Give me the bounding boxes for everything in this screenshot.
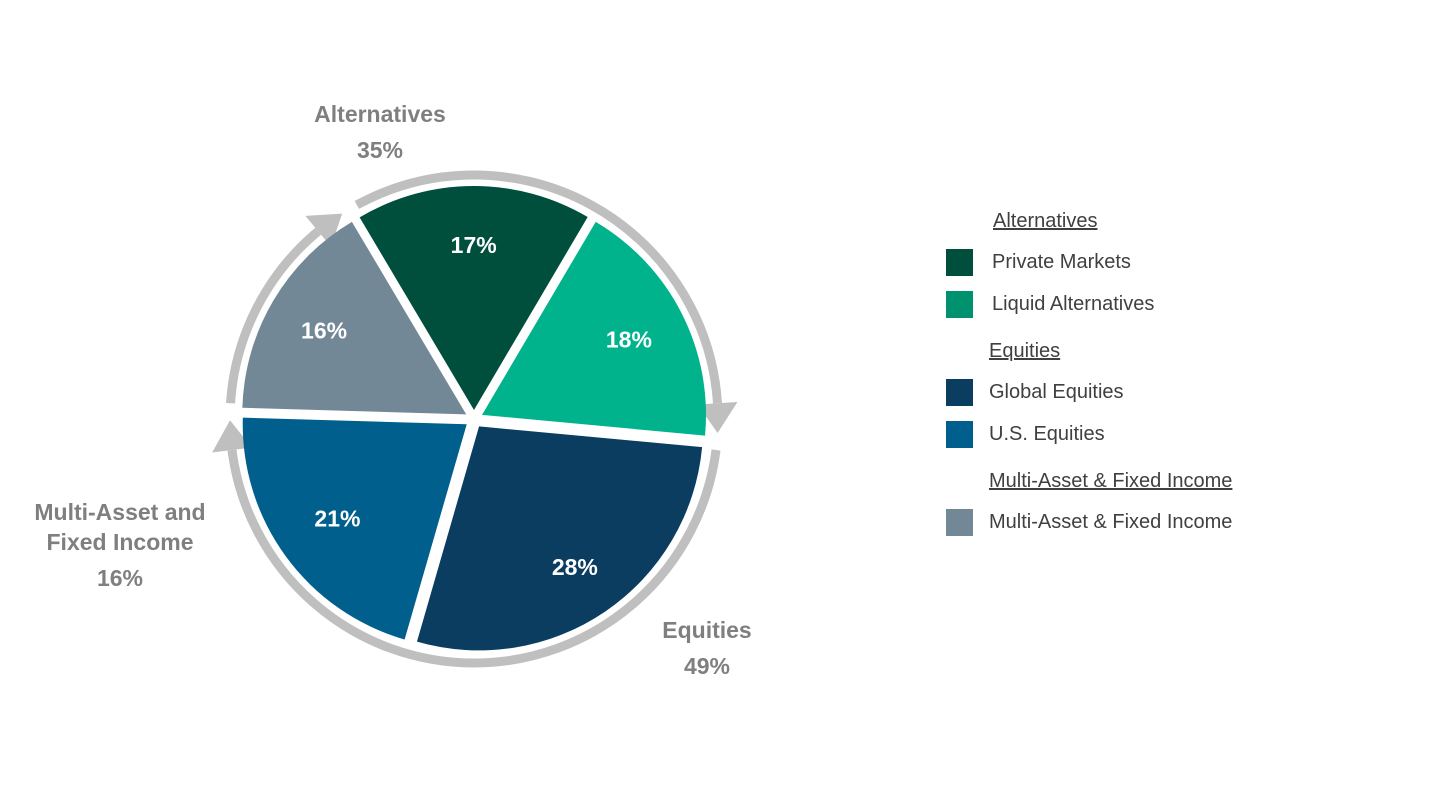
legend-header-multi-asset: Multi-Asset & Fixed Income (989, 470, 1233, 492)
legend-header-alternatives: Alternatives (993, 210, 1098, 232)
legend-swatch-global-equities (946, 379, 973, 406)
legend-label-private-markets: Private Markets (992, 251, 1131, 273)
legend-item-us-equities: U.S. Equities (946, 421, 1409, 448)
slice-value-label: 17% (451, 232, 497, 258)
legend-group-multi-asset: Multi-Asset & Fixed Income Multi-Asset &… (946, 470, 1409, 536)
pie-slices (242, 186, 707, 651)
group-label-multi-asset-name-line2: Fixed Income (47, 529, 194, 555)
alternatives-arrow-arc (354, 170, 722, 404)
group-arrows (212, 170, 738, 668)
slice-value-label: 18% (606, 327, 652, 353)
legend-item-private-markets: Private Markets (946, 249, 1413, 276)
group-label-equities-name: Equities (662, 617, 751, 643)
legend-label-liquid-alternatives: Liquid Alternatives (992, 293, 1155, 315)
group-label-alternatives-name: Alternatives (314, 101, 446, 127)
equities-arrow-arc (227, 449, 721, 668)
legend-item-multi-asset: Multi-Asset & Fixed Income (946, 509, 1409, 536)
equities-arrow-arrowhead (212, 420, 252, 453)
group-label-multi-asset-value: 16% (97, 565, 143, 591)
pie-slice-liquid-alternatives (482, 221, 707, 436)
alternatives-arrow-arrowhead (697, 401, 738, 434)
group-label-alternatives-value: 35% (357, 137, 403, 163)
legend-header-equities: Equities (989, 340, 1061, 362)
pie-slice-private-markets (359, 186, 588, 410)
legend: Alternatives Private Markets Liquid Alte… (946, 210, 1366, 551)
legend-group-alternatives: Alternatives Private Markets Liquid Alte… (946, 210, 1413, 318)
legend-swatch-multi-asset (946, 509, 973, 536)
legend-label-us-equities: U.S. Equities (989, 423, 1105, 445)
slice-value-label: 21% (314, 506, 360, 532)
pie-slice-global-equities (416, 426, 703, 651)
group-label-multi-asset-name-line1: Multi-Asset and (34, 499, 205, 525)
slice-value-label: 16% (301, 318, 347, 344)
legend-swatch-us-equities (946, 421, 973, 448)
legend-group-equities: Equities Global Equities U.S. Equities (946, 340, 1409, 448)
legend-label-global-equities: Global Equities (989, 381, 1124, 403)
slice-value-label: 28% (552, 554, 598, 580)
pie-slice-u-s-equities (242, 417, 467, 640)
legend-swatch-private-markets (946, 249, 973, 276)
pie-slice-multi-asset-fixed-income (242, 221, 467, 415)
slice-value-labels: 18% 28% 21% 16% 17% (301, 232, 652, 580)
legend-item-global-equities: Global Equities (946, 379, 1409, 406)
multi-asset-arrow-arc (226, 227, 322, 404)
pie-chart: 18% 28% 21% 16% 17% Alternatives 35% Equitie… (34, 101, 751, 679)
legend-item-liquid-alternatives: Liquid Alternatives (946, 291, 1413, 318)
legend-label-multi-asset: Multi-Asset & Fixed Income (989, 511, 1233, 533)
group-label-equities-value: 49% (684, 653, 730, 679)
legend-swatch-liquid-alternatives (946, 291, 973, 318)
